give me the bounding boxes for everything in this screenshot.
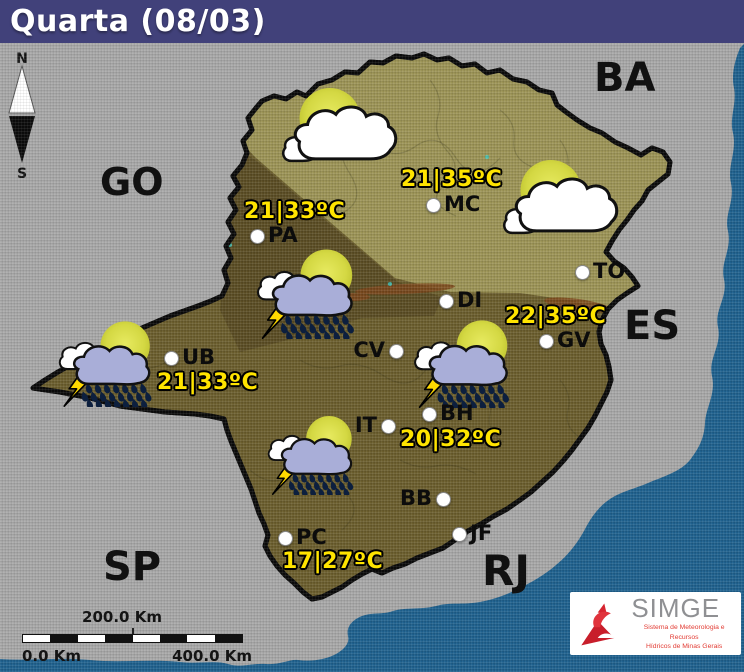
scale-mid-label: 200.0 Km: [82, 608, 162, 626]
svg-text:N: N: [16, 51, 28, 67]
compass-rose: N S: [8, 51, 36, 182]
simge-logo-name: SIMGE: [631, 593, 721, 624]
date-title: Quarta (08/03): [10, 4, 266, 39]
svg-text:S: S: [17, 166, 27, 182]
scale-tick: [132, 628, 134, 636]
simge-logo-line2: Hídricos de Minas Gerais: [646, 643, 723, 651]
compass-north-arrow: [8, 64, 36, 114]
compass-south-arrow: [9, 116, 35, 163]
header-bar: Quarta (08/03): [0, 0, 744, 43]
scale-start-label: 0.0 Km: [22, 647, 82, 665]
simge-logo-line1: Sistema de Meteorologia e Recursos: [643, 624, 725, 641]
scale-end-label: 400.0 Km: [172, 647, 252, 665]
simge-logo: SIMGE Sistema de Meteorologia e Recursos…: [570, 592, 741, 655]
scale-bar: 200.0 Km 0.0 Km 400.0 Km: [20, 606, 252, 668]
simge-logo-icon: [581, 602, 615, 645]
scale-bar-segments: [22, 634, 243, 643]
